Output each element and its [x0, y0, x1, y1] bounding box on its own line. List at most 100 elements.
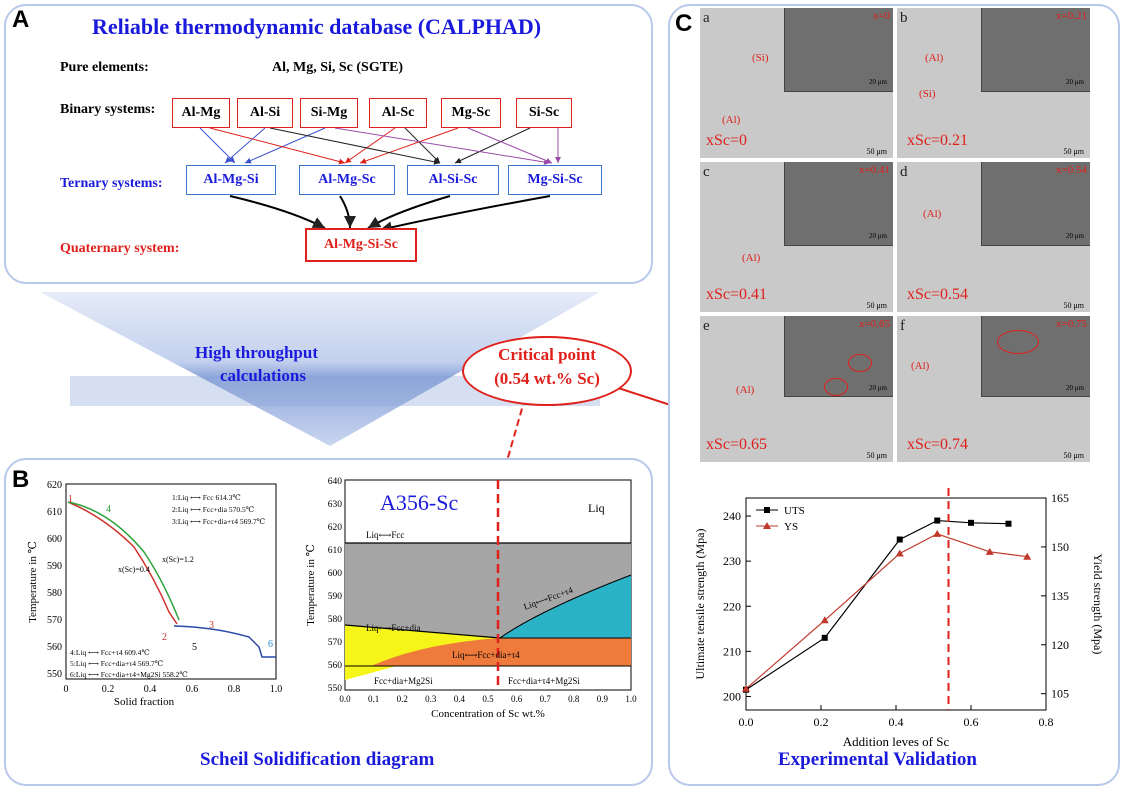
scheil-legend-top: 1:Liq ⟷ Fcc 614.3℃: [172, 493, 241, 502]
micrograph-c: c x=0.41 (Al) xSc=0.41 50 μm 20 μm: [700, 162, 893, 312]
phase-ytick: 550: [328, 684, 343, 694]
phase-ytick: 560: [328, 661, 343, 671]
panel-a-title: Reliable thermodynamic database (CALPHAD…: [92, 14, 542, 39]
phase-xtick: 0.3: [425, 694, 437, 704]
scheil-curve-label: x(Sc)=1.2: [162, 555, 194, 564]
phase-diagram: A356-Sc 640 630 620 610 600 590 580 570 …: [305, 477, 637, 720]
legend-uts: UTS: [784, 505, 805, 517]
phase-xtick: 0.4: [454, 694, 466, 704]
quaternary-system-label: Quaternary system:: [60, 241, 180, 256]
scheil-xtick: 1.0: [270, 684, 283, 695]
phase-xtick: 0.1: [368, 694, 379, 704]
phase-ytick: 600: [328, 569, 343, 579]
phase-xtick: 0.2: [397, 694, 408, 704]
scheil-xlabel: Solid fraction: [114, 696, 175, 708]
data-point-ys: [933, 529, 942, 537]
x-tick-label: 0.0: [739, 715, 754, 729]
scheil-ytick: 600: [47, 534, 62, 545]
funnel-line-1: High throughput: [195, 343, 318, 362]
scheil-point-label: 4: [106, 504, 111, 515]
scheil-ytick: 560: [47, 642, 62, 653]
scheil-curve-blue: [173, 625, 276, 658]
data-point-ys: [985, 547, 994, 555]
ternary-systems-label: Ternary systems:: [60, 176, 163, 191]
phase-ytick: 570: [328, 638, 343, 648]
scheil-legend-bottom: 6:Liq ⟷ Fcc+dia+τ4+Mg2Si 558.2℃: [70, 670, 188, 679]
binary-box-al-mg: Al-Mg: [172, 98, 230, 128]
quaternary-box: Al-Mg-Si-Sc: [305, 228, 417, 262]
strength-legend: UTS YS: [756, 505, 805, 533]
micrograph-a: a x=0 (Si) (Al) xSc=0 50 μm 20 μm: [700, 8, 893, 158]
y2-tick-label: 165: [1051, 491, 1069, 505]
phase-region-fcc-dia-mg2si: Fcc+dia+Mg2Si: [374, 676, 433, 686]
phase-region-liq-fcc: Liq⟷Fcc: [366, 530, 404, 540]
data-point-uts: [934, 517, 941, 524]
y-tick-label: 240: [723, 509, 741, 523]
pure-elements-label: Pure elements:: [60, 60, 149, 75]
y2-tick-label: 120: [1051, 638, 1069, 652]
micrograph-inset: [980, 162, 1090, 246]
y2-tick-label: 150: [1051, 540, 1069, 554]
scheil-curve-label: x(Sc)=0.4: [118, 565, 150, 574]
phase-title: A356-Sc: [380, 490, 458, 515]
scheil-point-label: 2: [162, 632, 167, 643]
x-tick-label: 0.6: [964, 715, 979, 729]
scheil-xtick: 0.8: [228, 684, 241, 695]
scheil-legend-top: 3:Liq ⟷ Fcc+dia+τ4 569.7℃: [172, 517, 265, 526]
critical-point-line-2: (0.54 wt.% Sc): [494, 369, 600, 388]
scheil-ylabel: Temperature in ℃: [27, 541, 39, 623]
micrograph-e: e x=0.65 (Al) xSc=0.65 50 μm 20 μm: [700, 316, 893, 462]
data-point-ys: [895, 549, 904, 557]
x-tick-label: 0.4: [889, 715, 904, 729]
data-point-uts: [968, 519, 974, 526]
series-line-ys: [745, 533, 1028, 690]
binary-box-si-sc: Si-Sc: [516, 98, 572, 128]
phase-ytick: 610: [328, 546, 343, 556]
binary-box-mg-sc: Mg-Sc: [441, 98, 501, 128]
scheil-ytick: 580: [47, 588, 62, 599]
binary-box-al-sc: Al-Sc: [369, 98, 427, 128]
strength-ylabel: Ultimate tensile strength (Mpa): [693, 529, 707, 680]
phase-xlabel: Concentration of Sc wt.%: [431, 708, 545, 720]
phase-xtick: 0.6: [511, 694, 523, 704]
ternary-box-mg-si-sc: Mg-Si-Sc: [508, 165, 602, 195]
phase-xtick: 0.7: [540, 694, 552, 704]
data-point-uts: [1005, 520, 1012, 527]
strength-chart: 0.0 0.2 0.4 0.6 0.8 200 210 220 230 240 105 120 135 1…: [693, 488, 1105, 749]
y2-tick-label: 105: [1051, 687, 1069, 701]
phase-region-fcc-dia-t4-mg2si: Fcc+dia+τ4+Mg2Si: [508, 676, 580, 686]
scheil-curve-red: [67, 501, 178, 625]
ternary-box-al-mg-sc: Al-Mg-Sc: [299, 165, 395, 195]
series-line-uts: [745, 519, 1009, 691]
phase-region-liq-fcc-dia-t4: Liq⟷Fcc+dia+τ4: [452, 650, 520, 660]
phase-region-liq-fcc-dia: Liq⟷Fcc+dia: [366, 623, 420, 633]
scheil-xtick: 0.2: [102, 684, 115, 695]
micrograph-inset: [980, 316, 1090, 398]
scheil-ytick: 590: [47, 561, 62, 572]
pure-elements-value: Al, Mg, Si, Sc (SGTE): [272, 60, 404, 75]
binary-systems-label: Binary systems:: [60, 102, 156, 117]
funnel-line-2: calculations: [220, 366, 306, 385]
micrograph-inset: [783, 8, 893, 92]
scheil-legend-bottom: 4:Liq ⟷ Fcc+τ4 609.4℃: [70, 648, 150, 657]
panel-b-caption: Scheil Solidification diagram: [200, 749, 435, 770]
data-point-ys: [1023, 552, 1032, 560]
phase-xtick: 0.9: [597, 694, 609, 704]
micrograph-d: d x=0.54 (Al) xSc=0.54 50 μm 20 μm: [897, 162, 1090, 312]
phase-xtick: 0.8: [568, 694, 580, 704]
micrograph-f: f x=0.75 (Al) xSc=0.74 50 μm 20 μm: [897, 316, 1090, 462]
x-tick-label: 0.8: [1039, 715, 1054, 729]
y2-tick-label: 135: [1051, 589, 1069, 603]
micrograph-b: b x=0.21 (Al) (Si) xSc=0.21 50 μm 20 μm: [897, 8, 1090, 158]
phase-ytick: 580: [328, 615, 343, 625]
scheil-point-label: 6: [268, 639, 273, 650]
phase-xtick: 0.0: [339, 694, 351, 704]
phase-region-liq: Liq: [588, 501, 605, 515]
scheil-xtick: 0.4: [144, 684, 157, 695]
binary-box-al-si: Al-Si: [237, 98, 293, 128]
scheil-ytick: 550: [47, 669, 62, 680]
strength-xlabel: Addition leves of Sc: [843, 734, 950, 749]
scheil-curve-green: [67, 501, 180, 621]
scheil-legend-top: 2:Liq ⟷ Fcc+dia 570.5℃: [172, 505, 254, 514]
critical-point-line-1: Critical point: [498, 345, 596, 364]
